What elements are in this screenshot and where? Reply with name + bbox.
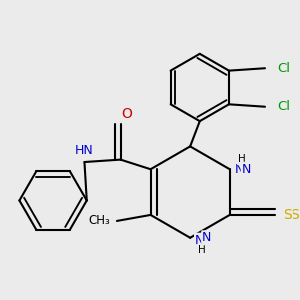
Text: H: H xyxy=(238,154,246,164)
Text: Cl: Cl xyxy=(277,62,290,75)
Text: N: N xyxy=(235,163,244,176)
Text: S: S xyxy=(290,208,298,222)
Text: S: S xyxy=(283,208,292,222)
Text: HN: HN xyxy=(75,143,94,157)
Text: CH₃: CH₃ xyxy=(88,214,110,227)
Text: N: N xyxy=(242,163,251,176)
Text: Cl: Cl xyxy=(277,100,290,113)
Text: H: H xyxy=(237,154,246,167)
Text: N: N xyxy=(195,234,204,247)
Text: N: N xyxy=(202,231,212,244)
Text: H: H xyxy=(198,245,206,255)
Text: O: O xyxy=(121,107,132,121)
